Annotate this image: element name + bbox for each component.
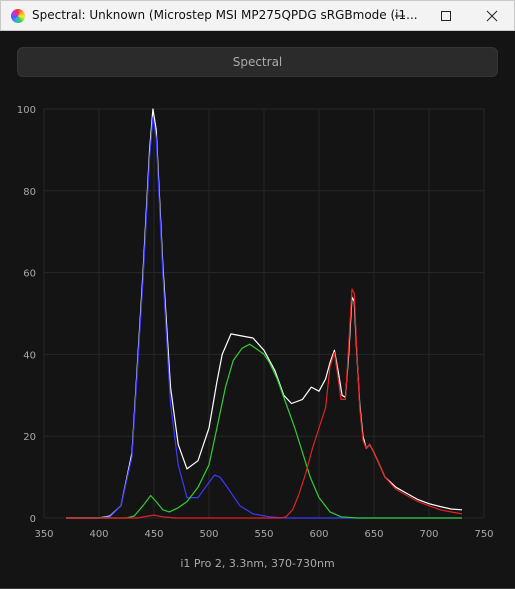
x-tick-label: 550: [254, 529, 273, 540]
x-tick-label: 350: [34, 529, 53, 540]
y-tick-label: 60: [23, 269, 36, 280]
spectral-tab-button[interactable]: Spectral: [17, 47, 498, 77]
x-tick-label: 450: [144, 529, 163, 540]
rainbow-app-icon: [11, 9, 25, 23]
y-tick-label: 40: [23, 350, 36, 361]
y-tick-label: 100: [17, 105, 36, 116]
x-tick-label: 400: [89, 529, 108, 540]
spectral-curve-3: [66, 288, 463, 519]
spectral-curve-2: [66, 343, 462, 519]
window-title: Spectral: Unknown (Microstep MSI MP275QP…: [32, 8, 418, 22]
chart-series: [66, 108, 463, 519]
title-bar[interactable]: Spectral: Unknown (Microstep MSI MP275QP…: [0, 0, 515, 31]
chart-grid: [43, 108, 485, 519]
maximize-icon: [441, 11, 451, 21]
spectral-curve-1: [66, 116, 462, 519]
close-icon: [486, 10, 498, 22]
instrument-info-label: i1 Pro 2, 3.3nm, 370-730nm: [180, 557, 335, 570]
x-tick-label: 650: [364, 529, 383, 540]
x-tick-label: 600: [309, 529, 328, 540]
spectral-chart: 350 400 450 500 550 600 650 700 750 0 20 40 60 80 100: [17, 105, 494, 540]
y-tick-label: 20: [23, 432, 36, 443]
x-tick-label: 750: [474, 529, 493, 540]
minimize-icon: [395, 15, 405, 17]
x-tick-label: 500: [199, 529, 218, 540]
y-tick-label: 0: [30, 514, 36, 525]
close-button[interactable]: [469, 1, 515, 31]
chart-tick-labels: 350 400 450 500 550 600 650 700 750 0 20 40 60 80 100: [17, 105, 494, 540]
y-tick-label: 80: [23, 187, 36, 198]
maximize-button[interactable]: [423, 1, 469, 31]
x-tick-label: 700: [419, 529, 438, 540]
minimize-button[interactable]: [377, 1, 423, 31]
